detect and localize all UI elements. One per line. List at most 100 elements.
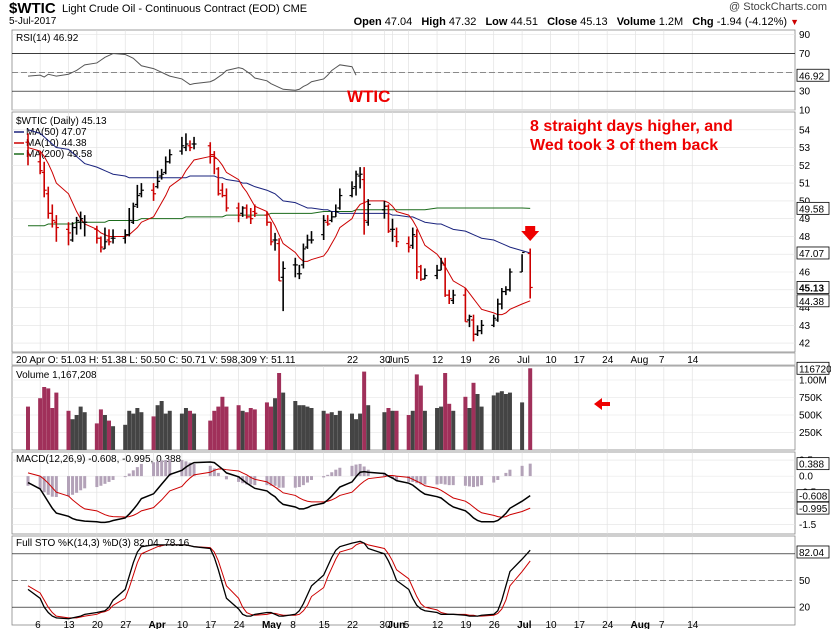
bottom-x-tick-label: Jun [388, 620, 406, 629]
volume-bar [277, 373, 282, 450]
volume-value: 1.2M [658, 16, 684, 28]
volume-bar [78, 406, 83, 450]
macd-histogram-bar [439, 476, 443, 484]
volume-bar [467, 408, 472, 450]
macd-histogram-bar [164, 460, 168, 477]
bottom-x-tick-label: 27 [120, 620, 132, 629]
volume-bar [293, 401, 298, 450]
bottom-x-tick-label: May [262, 620, 282, 629]
macd-histogram-bar [180, 460, 184, 477]
x-tick-label: 10 [545, 355, 557, 366]
bottom-x-tick-label: 26 [489, 620, 501, 629]
volume-bar [406, 415, 411, 450]
volume-bar [491, 395, 496, 450]
macd-histogram-bar [139, 463, 143, 477]
x-tick-label: 17 [574, 355, 586, 366]
y-tick-label: 30 [799, 87, 811, 98]
volume-bar [252, 409, 257, 450]
ma50-line [27, 129, 531, 254]
volume-bar [301, 405, 306, 450]
volume-bar [220, 396, 225, 450]
volume-bar [333, 415, 338, 450]
volume-bar [471, 382, 476, 450]
volume-bar [264, 402, 269, 450]
rsi-panel [11, 29, 796, 111]
volume-bar [46, 388, 51, 450]
price-info-readout: 20 Apr O: 51.03 H: 51.38 L: 50.50 C: 50.… [16, 355, 296, 366]
macd-histogram-bar [293, 476, 297, 488]
volume-bar [354, 419, 359, 450]
ohlc-readout: Open 47.04 High 47.32 Low 44.51 Close 45… [348, 16, 799, 28]
macd-histogram-bar [305, 476, 309, 483]
volume-bar [414, 374, 419, 450]
volume-bar [102, 415, 107, 450]
bottom-x-tick-label: 17 [205, 620, 217, 629]
volume-bar [66, 410, 71, 450]
chart-date: 5-Jul-2017 [9, 16, 57, 27]
macd-histogram-bar [520, 465, 524, 477]
macd-histogram-bar [253, 476, 257, 486]
price-value-label: 47.07 [799, 249, 824, 260]
macd-histogram-bar [419, 476, 423, 485]
legend-entry: MA(50) 47.07 [26, 127, 87, 138]
macd-histogram-bar [338, 467, 342, 477]
y-tick-label: 49 [799, 214, 811, 225]
price-value-label: 49.58 [799, 204, 824, 215]
bottom-x-tick-label: 24 [602, 620, 614, 629]
macd-histogram-bar [496, 476, 500, 480]
volume-bar [74, 415, 79, 450]
macd-histogram-bar [38, 476, 42, 489]
close-value: 45.13 [580, 16, 608, 28]
macd-histogram-bar [435, 476, 439, 485]
macd-value-label: -0.995 [799, 504, 828, 515]
bottom-x-tick-label: Jul [517, 620, 532, 629]
bottom-x-tick-label: Apr [149, 620, 166, 629]
instrument-name: Light Crude Oil - Continuous Contract (E… [62, 3, 308, 15]
bottom-x-tick-label: 5 [404, 620, 410, 629]
y-tick-label: 42 [799, 339, 811, 350]
macd-histogram-bar [79, 476, 83, 491]
annotation-line-1: 8 straight days higher, and [530, 118, 733, 135]
macd-histogram-bar [42, 476, 46, 493]
left-arrow-annotation-icon [594, 398, 610, 410]
y-tick-label: 44 [799, 303, 811, 314]
macd-value-box [796, 457, 830, 471]
volume-bar [179, 413, 184, 450]
y-tick-label: 750K [799, 393, 823, 404]
macd-histogram-bar [301, 476, 305, 486]
macd-histogram-bar [156, 461, 160, 477]
volume-bar [163, 413, 168, 450]
y-tick-label: 54 [799, 125, 811, 136]
legend-entry: $WTIC (Daily) 45.13 [16, 116, 107, 127]
volume-bar [94, 423, 99, 450]
macd-histogram-bar [354, 464, 358, 477]
annotation-line-2: Wed took 3 of them back [530, 137, 718, 154]
y-tick-label: 10 [799, 106, 811, 117]
volume-bar [98, 409, 103, 450]
bottom-x-tick-label: 20 [92, 620, 104, 629]
high-label: High [421, 16, 446, 28]
volume-bar [224, 406, 229, 450]
y-tick-label: 1.00M [799, 376, 827, 387]
macd-histogram-bar [192, 463, 196, 477]
macd-histogram-bar [330, 472, 334, 477]
x-tick-label: Jul [517, 355, 530, 366]
volume-bar [135, 408, 140, 450]
price-value-box [796, 246, 830, 260]
bottom-x-tick-label: Aug [631, 620, 650, 629]
macd-histogram-bar [123, 476, 127, 478]
macd-histogram-bar [103, 476, 107, 484]
volume-bar [269, 406, 273, 450]
volume-bar [236, 405, 241, 450]
bottom-x-tick-label: 19 [460, 620, 472, 629]
volume-bar [127, 410, 132, 450]
macd-histogram-bar [152, 462, 156, 477]
rsi-title: RSI(14) 46.92 [16, 33, 79, 44]
volume-bar [337, 410, 342, 450]
sto-value-box [796, 545, 830, 559]
volume-bar [503, 394, 508, 450]
price-value-label: 44.38 [799, 297, 824, 308]
volume-last-box [796, 361, 830, 375]
x-tick-label: 26 [489, 355, 501, 366]
macd-histogram-bar [131, 470, 135, 477]
